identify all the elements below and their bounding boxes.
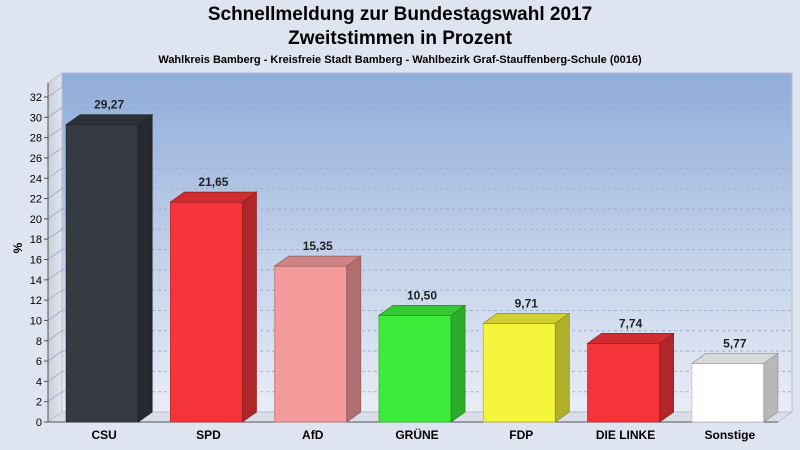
value-label: 9,71 [515,296,539,310]
y-tick-label: 10 [30,315,42,327]
gridline-side [47,167,63,179]
y-tick-label: 14 [30,275,42,287]
y-tick-label: 20 [30,214,42,226]
bar-front [587,342,660,423]
bar [273,255,362,423]
plot-side-wall [47,72,63,423]
chart-caption: Wahlkreis Bamberg - Kreisfreie Stadt Bam… [158,54,642,66]
bar-side [659,332,674,423]
bar [377,304,467,423]
y-tick-label: 32 [30,92,42,104]
y-tick-label: 12 [30,295,42,307]
bar-side [346,255,362,423]
gridline-side [47,330,63,342]
y-tick-label: 4 [36,376,42,388]
bar-top [64,114,154,126]
y-tick-label: 30 [30,112,42,124]
gridline-side [47,269,63,281]
bar-front [691,362,765,423]
bar-top [482,312,571,324]
bar-top [690,352,780,364]
bar [482,312,571,423]
bars [64,113,780,423]
chart-subtitle: Zweitstimmen in Prozent [288,28,512,49]
bar-front [482,322,556,423]
bar [64,113,154,423]
labels: 29,27 CSU 21,65 SPD 15,35 AfD 10,50 GRÜNE 9,71 FD… [91,98,755,442]
gridline-side [47,289,63,301]
bar-front [274,265,348,423]
gridline-side [47,350,63,362]
y-tick-label: 22 [30,194,42,206]
bar-top [377,304,467,316]
bar-top [586,332,675,344]
value-label: 7,74 [619,316,643,330]
y-tick-label: 6 [36,356,42,368]
gridline-side [47,188,63,199]
gridline-side [47,228,63,240]
bar [690,352,780,423]
gridline-side [47,391,63,403]
value-label: 5,77 [723,336,747,350]
category-label: Sonstige [705,428,756,442]
bar-top [169,191,258,203]
gridline-side [47,370,63,382]
category-label: CSU [91,428,116,442]
bar-side [450,304,466,423]
y-tick-label: 2 [36,397,42,409]
category-label: SPD [196,428,221,442]
y-tick-label: 8 [36,336,42,348]
value-label: 29,27 [94,98,124,112]
gridline-side [47,249,63,260]
category-label: GRÜNE [395,427,438,442]
gridline-side [47,208,63,220]
gridline-side [47,106,63,118]
y-tick-label: 28 [30,133,42,145]
bar-side [554,312,570,423]
category-label: AfD [302,428,324,442]
y-tick-label: 16 [30,255,42,267]
bar-side [242,191,257,423]
category-label: FDP [509,428,533,442]
bar-front [170,201,243,423]
bar-side [137,113,153,423]
y-tick-label: 0 [36,417,42,429]
bar-front [378,314,452,423]
y-axis-label: % [11,242,25,253]
bar-top [273,255,362,267]
gridline-side [47,310,63,321]
chart-title: Schnellmeldung zur Bundestagswahl 2017 [207,4,593,25]
value-label: 21,65 [198,175,228,189]
gridline-side [47,86,63,98]
gridline-side [47,127,63,139]
bar-side [763,352,779,423]
bar [169,191,258,423]
category-label: DIE LINKE [596,428,655,442]
y-tick-label: 18 [30,234,42,246]
bar-front [65,124,139,423]
gridline-side [47,147,63,159]
value-label: 15,35 [303,239,333,253]
value-label: 10,50 [407,288,437,302]
y-tick-label: 24 [30,173,42,185]
y-tick-label: 26 [30,153,42,165]
bar [586,332,675,423]
